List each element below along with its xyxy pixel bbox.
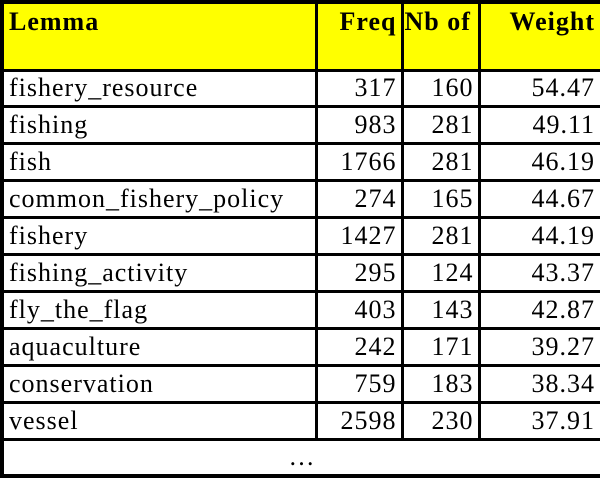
weight-cell: 38.34 [477,363,600,404]
weight-cell: 37.91 [477,400,600,441]
lemma-cell: conservation [0,363,318,404]
column-header-freq: Freq [314,0,404,72]
lemma-cell: common_fishery_policy [0,179,318,220]
freq-cell: 317 [314,68,404,109]
nb-texts-cell: 183 [400,363,481,404]
table-row: vessel 2598 230 37.91 [0,400,600,441]
weight-cell: 54.47 [477,68,600,109]
freq-cell: 983 [314,105,404,146]
lemma-cell: fly_the_flag [0,289,318,330]
weight-cell: 39.27 [477,326,600,367]
table-row: fishery_resource 317 160 54.47 [0,68,600,109]
nb-texts-cell: 281 [400,216,481,257]
table-row: aquaculture 242 171 39.27 [0,326,600,367]
nb-texts-cell: 230 [400,400,481,441]
table-row: fish 1766 281 46.19 [0,142,600,183]
table-row: fishing_activity 295 124 43.37 [0,253,600,293]
weight-cell: 42.87 [477,289,600,330]
nb-texts-cell: 160 [400,68,481,109]
nb-texts-cell: 165 [400,179,481,220]
lemma-cell: fishing_activity [0,253,318,293]
column-header-lemma: Lemma [0,0,318,72]
column-header-nb-texts: Nb of texts [400,0,481,72]
table-row: common_fishery_policy 274 165 44.67 [0,179,600,220]
freq-cell: 1766 [314,142,404,183]
weight-cell: 43.37 [477,253,600,293]
freq-cell: 295 [314,253,404,293]
lemma-cell: fishing [0,105,318,146]
freq-cell: 1427 [314,216,404,257]
nb-texts-cell: 143 [400,289,481,330]
table-row: fishing 983 281 49.11 [0,105,600,146]
freq-cell: 242 [314,326,404,367]
freq-cell: 759 [314,363,404,404]
weight-cell: 44.19 [477,216,600,257]
lemma-cell: aquaculture [0,326,318,367]
column-header-weight: Weight [477,0,600,72]
nb-texts-cell: 124 [400,253,481,293]
weight-cell: 46.19 [477,142,600,183]
weight-cell: 44.67 [477,179,600,220]
nb-texts-cell: 281 [400,105,481,146]
lemma-cell: fishery [0,216,318,257]
nb-texts-cell: 171 [400,326,481,367]
table-row: conservation 759 183 38.34 [0,363,600,404]
freq-cell: 274 [314,179,404,220]
lemma-cell: fish [0,142,318,183]
lemma-cell: vessel [0,400,318,441]
table-row: fly_the_flag 403 143 42.87 [0,289,600,330]
nb-texts-cell: 281 [400,142,481,183]
truncation-row: … [0,437,600,478]
weight-cell: 49.11 [477,105,600,146]
lemma-cell: fishery_resource [0,68,318,109]
freq-cell: 403 [314,289,404,330]
truncation-indicator: … [0,437,600,478]
freq-cell: 2598 [314,400,404,441]
header-row: Lemma Freq Nb of texts Weight [0,0,600,72]
table-row: fishery 1427 281 44.19 [0,216,600,257]
